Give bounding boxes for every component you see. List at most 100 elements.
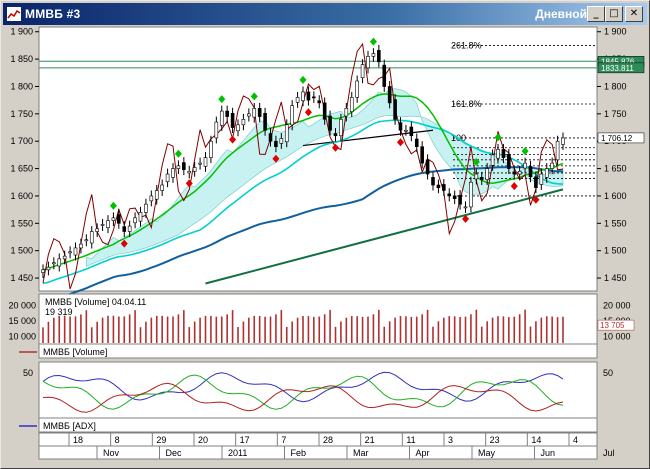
candle-body [95, 228, 99, 232]
candle-body [268, 133, 273, 142]
y-tick-label-left: 1 700 [10, 136, 33, 146]
y-tick-label-right: 1 900 [604, 27, 627, 37]
candle-body [144, 203, 148, 213]
y-tick-label-right: 1 450 [604, 273, 627, 283]
price-tag [597, 62, 645, 74]
x-month-label: Jun [541, 448, 556, 458]
volume-tag-label: 13 705 [600, 321, 625, 330]
candle-body [214, 121, 219, 139]
x-month-label: Jul [603, 448, 615, 458]
fractal-down-marker [532, 195, 540, 204]
x-month-label: Nov [103, 448, 120, 458]
fractal-up-marker [250, 92, 258, 101]
candle-body [479, 177, 484, 180]
candle-body [555, 140, 560, 161]
y-tick-label-left: 1 900 [10, 27, 33, 37]
candle-body [252, 108, 257, 118]
x-month-label: Feb [291, 448, 307, 458]
candle-body [284, 124, 289, 143]
candle-body [138, 212, 143, 222]
x-day-label: 29 [156, 435, 166, 445]
candle-body [420, 146, 424, 164]
candle-body [414, 138, 419, 147]
candle-body [452, 195, 457, 199]
candle-body [165, 173, 170, 183]
window-title: ММВБ #3 [25, 7, 81, 21]
candle-body [203, 157, 208, 167]
fractal-down-marker [510, 182, 518, 191]
candle-body [355, 80, 359, 98]
candle-body [485, 168, 489, 180]
price-tag [597, 132, 645, 144]
candle-body [62, 255, 67, 260]
candle-body [263, 112, 267, 131]
volume-legend-label: ММВБ [Volume] [43, 347, 107, 357]
x-day-label: 8 [115, 435, 120, 445]
y-tick-label-left: 1 850 [10, 54, 33, 64]
minimize-button[interactable]: _ [587, 6, 605, 22]
candle-body [539, 173, 544, 185]
candle-body [295, 97, 300, 103]
fractal-down-marker [229, 135, 237, 144]
fractal-up-marker [218, 95, 226, 104]
x-axis-labels: 18 8 29 20 17 7 28 21 11 3 23 14 4 Nov Dec 2011 Feb Mar Ap… [68, 433, 615, 459]
candle-body [377, 50, 381, 63]
y-tick-label-left: 1 450 [10, 273, 33, 283]
candle-body [117, 214, 121, 224]
title-bar[interactable]: ММВБ #3 Дневной _ □ ✕ [3, 3, 647, 25]
candle-body [171, 168, 175, 178]
y-tick-label-left: 1 500 [10, 246, 33, 256]
adx-y-axis: 50 50 [23, 368, 613, 378]
candle-body [436, 184, 441, 189]
candle-body [225, 110, 229, 117]
x-day-label: 17 [240, 435, 250, 445]
maximize-button[interactable]: □ [605, 6, 623, 22]
candle-body [182, 162, 186, 170]
candle-body [133, 217, 137, 224]
x-day-label: 3 [448, 435, 453, 445]
candle-body [333, 133, 338, 137]
candle-body [442, 184, 446, 191]
candle-body [154, 190, 159, 200]
close-button[interactable]: ✕ [625, 6, 643, 22]
candle-body [52, 262, 56, 265]
x-day-label: 20 [198, 435, 208, 445]
candle-body [317, 100, 322, 104]
candle-body [209, 140, 213, 158]
candle-body [431, 177, 435, 186]
candle-body [111, 217, 116, 221]
x-day-label: 4 [573, 435, 578, 445]
fractal-down-marker [332, 143, 339, 152]
fractal-up-marker [521, 147, 529, 156]
candle-body [387, 86, 392, 104]
y-tick-label-left: 1 750 [10, 109, 33, 119]
price-tag-label: 1845.876 [601, 57, 635, 66]
candle-body [339, 119, 343, 137]
y-tick-label-right: 1 650 [604, 164, 627, 174]
y-tick-label-left: 1 600 [10, 191, 33, 201]
candle-body [425, 159, 430, 175]
period-label: Дневной [535, 7, 587, 21]
x-day-label: 11 [406, 435, 415, 445]
fractal-down-marker [462, 214, 469, 223]
fractal-down-marker [185, 179, 193, 188]
volume-tick-label-right: 20 000 [603, 300, 631, 310]
candle-body [474, 173, 479, 180]
candle-body [122, 226, 127, 232]
adx-pane [38, 361, 598, 419]
candle-body [279, 138, 284, 144]
candle-body [366, 56, 370, 69]
candle-body [219, 110, 224, 126]
adx-legend-strip [38, 417, 598, 433]
y-tick-label-right: 1 800 [604, 81, 627, 91]
candle-body [127, 225, 132, 232]
candle-body [409, 126, 414, 137]
x-day-label: 14 [531, 435, 541, 445]
x-month-label: Mar [353, 448, 369, 458]
volume-tick-label-left: 10 000 [8, 332, 36, 342]
candle-body [160, 184, 164, 191]
candle-body [328, 115, 332, 131]
y-tick-label-left: 1 800 [10, 81, 33, 91]
trend-line [205, 188, 564, 285]
